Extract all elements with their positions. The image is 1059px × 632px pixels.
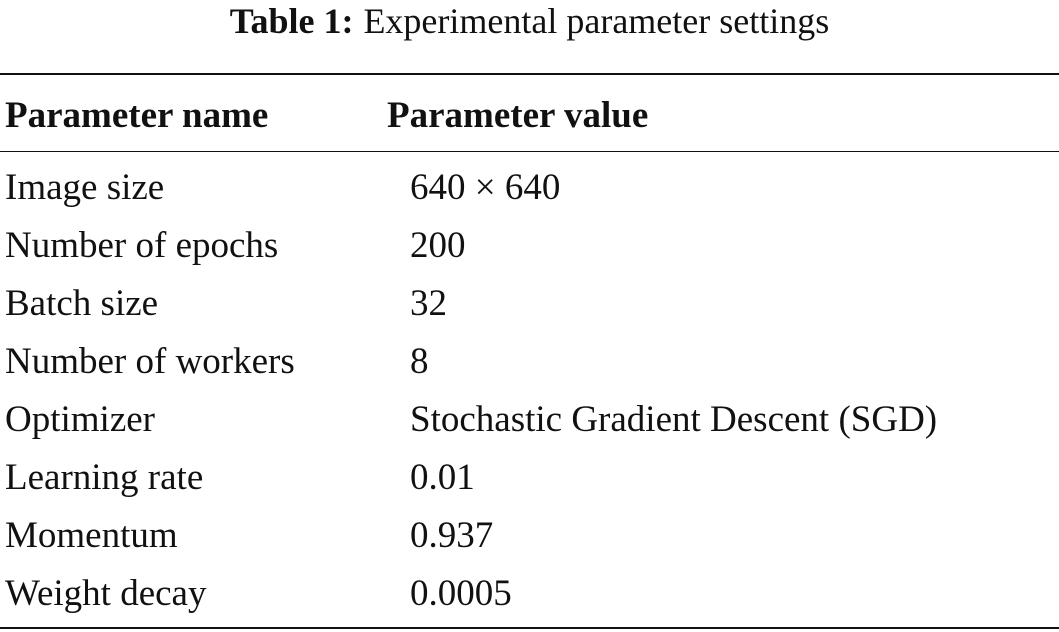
table-cell: Momentum [5,515,178,556]
table-cell: Batch size [5,283,159,324]
caption: Table 1: Experimental parameter settings [0,0,1059,42]
table-cell: 0.937 [410,515,494,556]
table-cell: Stochastic Gradient Descent (SGD) [410,399,938,440]
table-cell: 0.01 [410,457,475,498]
header-cell: Parameter value [387,95,649,136]
table-cell: Weight decay [5,573,207,614]
table-cell: 8 [410,341,429,382]
table-cell: Number of workers [5,341,295,382]
table-cell: 0.0005 [410,573,512,614]
header-rule [0,151,1059,152]
bottom-rule [0,627,1059,629]
table-cell: 640 × 640 [410,167,561,208]
header-cell: Parameter name [5,95,269,136]
table-cell: Image size [5,167,165,208]
top-rule [0,73,1059,75]
caption-text: Experimental parameter settings [363,1,830,41]
table-cell: 32 [410,283,447,324]
table-cell: Learning rate [5,457,204,498]
caption-label: Table 1: [229,1,354,41]
table-cell: Number of epochs [5,225,279,266]
table-cell: 200 [410,225,466,266]
table-cell: Optimizer [5,399,156,440]
